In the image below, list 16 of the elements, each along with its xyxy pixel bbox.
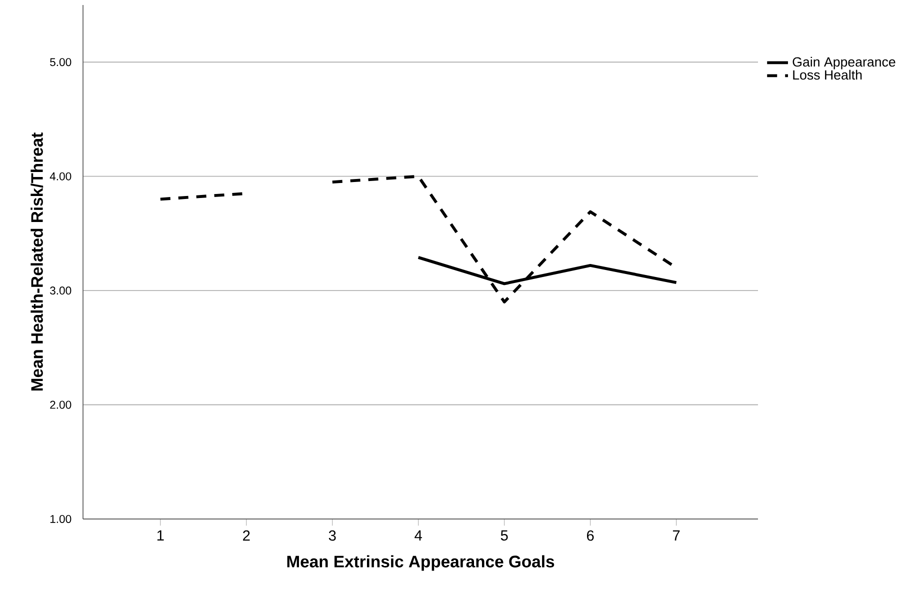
x-tick-label: 2 <box>243 530 250 541</box>
y-tick-label: 4.00 <box>50 172 72 180</box>
x-tick-label: 6 <box>586 530 594 541</box>
x-tick-label: 7 <box>672 530 680 540</box>
x-tick-label: 5 <box>500 530 508 541</box>
x-tick-label: 1 <box>157 530 164 540</box>
y-tick-label: 2.00 <box>50 400 72 409</box>
y-tick-label: 1.00 <box>50 514 72 523</box>
x-axis-title: Mean Extrinsic Appearance Goals <box>287 555 554 571</box>
y-tick-label: 3.00 <box>50 286 72 295</box>
y-tick-label: 5.00 <box>50 58 72 66</box>
x-tick-label: 3 <box>328 530 336 541</box>
y-axis-title: Mean Health-Related Risk/Threat <box>30 132 44 391</box>
legend-label: Loss Health <box>793 70 862 80</box>
x-tick-label: 4 <box>414 530 422 540</box>
legend-label: Gain Appearance <box>792 56 896 70</box>
